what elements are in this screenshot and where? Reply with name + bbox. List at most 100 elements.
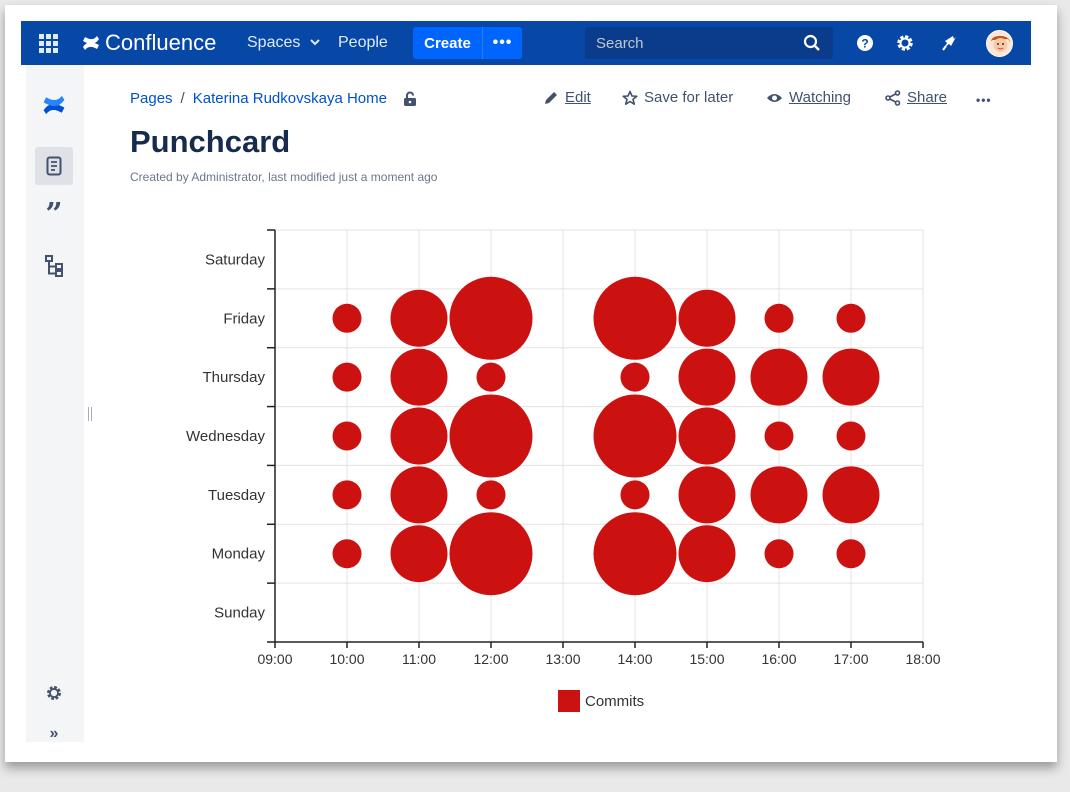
spaces-label: Spaces [247,34,301,51]
save-for-later-label: Save for later [644,89,734,106]
share-icon [885,89,901,106]
save-for-later-button[interactable]: Save for later [622,89,733,106]
star-icon [622,90,638,105]
create-button[interactable]: Create [413,27,482,59]
data-point [764,421,794,451]
data-point [390,348,448,406]
chevron-down-icon [310,39,320,46]
breadcrumb-home-link[interactable]: Katerina Rudkovskaya Home [192,90,387,107]
data-point [332,480,362,510]
data-point [593,276,677,360]
space-settings-button[interactable] [35,674,73,712]
data-point [476,480,506,510]
search-placeholder: Search [596,35,644,52]
search-input[interactable]: Search [585,27,833,59]
hierarchy-nav-button[interactable] [35,247,73,285]
svg-text:?: ? [861,37,868,51]
data-point [678,466,736,524]
data-point [678,525,736,583]
data-point [678,407,736,465]
more-actions-button[interactable]: ••• [976,93,992,107]
help-icon[interactable]: ? [855,33,875,53]
data-point [449,512,533,596]
data-point [764,539,794,569]
space-sidebar: ” » [26,65,84,742]
data-point [822,466,880,524]
data-point [390,466,448,524]
gear-icon [47,686,61,700]
y-tick-label: Monday [212,546,266,563]
x-tick-label: 15:00 [689,651,724,667]
data-point [593,512,677,596]
confluence-logo-icon [43,95,65,115]
data-point [332,539,362,569]
y-tick-label: Friday [223,310,265,327]
x-tick-label: 13:00 [545,651,580,667]
data-point [764,303,794,333]
data-point [449,394,533,478]
unlock-icon [403,91,416,106]
punchcard-chart: 09:00 10:00 11:00 12:00 13:00 14:00 15:00 16:00… [186,229,941,712]
y-tick-label: Tuesday [208,487,265,504]
search-icon [803,34,820,51]
y-tick-label: Sunday [214,605,265,622]
y-tick-label: Wednesday [186,428,265,445]
y-tick-label: Saturday [205,251,266,268]
edit-button[interactable]: Edit [544,89,591,106]
data-point [620,362,650,392]
breadcrumb-separator: / [180,90,185,107]
watching-label: Watching [789,89,851,106]
blog-nav-button[interactable]: ” [35,196,73,234]
page-byline: Created by Administrator, last modified … [130,170,438,184]
share-label: Share [907,89,948,106]
data-point [822,348,880,406]
x-tick-label: 10:00 [329,651,364,667]
x-tick-label: 09:00 [257,651,292,667]
watching-button[interactable]: Watching [766,89,851,106]
confluence-logo-icon [83,36,99,50]
x-tick-label: 11:00 [402,651,436,667]
breadcrumb-pages-link[interactable]: Pages [130,90,173,107]
x-tick-label: 16:00 [761,651,796,667]
hierarchy-icon [45,255,63,277]
x-tick-label: 18:00 [905,651,940,667]
create-more-button[interactable]: ••• [482,27,522,59]
data-point [750,466,808,524]
confluence-home-link[interactable]: Confluence [81,29,216,57]
people-link[interactable]: People [338,34,388,51]
app-switcher-icon[interactable] [39,34,58,53]
data-point [476,362,506,392]
data-point [678,348,736,406]
share-button[interactable]: Share [885,89,947,106]
breadcrumb: Pages / Katerina Rudkovskaya Home [130,90,417,107]
data-point [390,407,448,465]
restrictions-button[interactable] [403,91,417,107]
edit-label: Edit [565,89,591,106]
gear-icon[interactable] [895,33,915,53]
x-tick-label: 12:00 [473,651,508,667]
legend-label: Commits [585,693,644,710]
data-point [390,289,448,347]
sidebar-resize-handle[interactable] [88,407,92,421]
expand-icon: » [49,725,59,742]
data-point [836,303,866,333]
legend-swatch [558,690,580,712]
data-point [620,480,650,510]
page-icon [46,156,62,176]
x-tick-label: 14:00 [617,651,652,667]
avatar[interactable] [986,30,1013,57]
quote-icon: ” [45,197,63,232]
expand-sidebar-button[interactable]: » [35,715,73,753]
data-point [593,394,677,478]
page-title: Punchcard [130,124,291,159]
data-point [332,362,362,392]
data-point [836,421,866,451]
data-point [750,348,808,406]
notifications-icon[interactable] [939,33,959,53]
spaces-menu[interactable]: Spaces [247,34,320,52]
pages-nav-button[interactable] [35,147,73,185]
data-point [678,289,736,347]
space-logo-link[interactable] [35,86,73,124]
x-tick-label: 17:00 [833,651,868,667]
y-tick-label: Thursday [202,369,265,386]
